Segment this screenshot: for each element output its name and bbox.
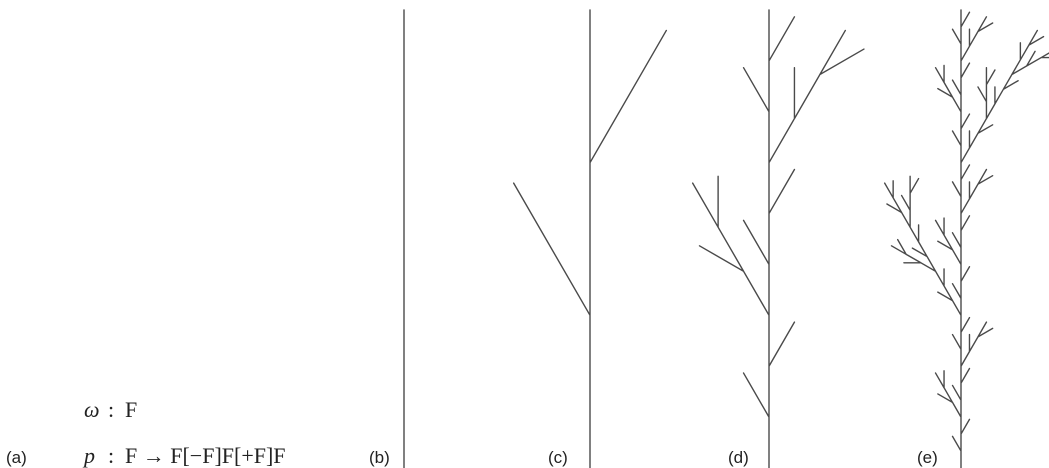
panel-label: (c) — [548, 448, 568, 467]
page: {"formula": { "axiom": {"symbol": "ω", "… — [0, 0, 1049, 468]
axiom-word: F — [125, 397, 137, 422]
formula: ω : F p : F → F[−F]F[+F]F — [82, 397, 286, 468]
axiom-separator: : — [108, 397, 114, 422]
panel-label: (b) — [369, 448, 390, 467]
tree — [693, 10, 864, 468]
figure: ω : F p : F → F[−F]F[+F]F (a) (b) (c) (d… — [0, 0, 1049, 468]
production-separator: : — [108, 443, 114, 468]
panel-label: (d) — [728, 448, 749, 467]
tree — [514, 10, 667, 468]
production-symbol: p — [82, 443, 95, 468]
axiom-symbol: ω — [84, 397, 100, 422]
panel-label: (a) — [6, 448, 27, 467]
tree — [885, 10, 1049, 468]
panel-label: (e) — [917, 448, 938, 467]
production-rule: F → F[−F]F[+F]F — [125, 443, 286, 468]
